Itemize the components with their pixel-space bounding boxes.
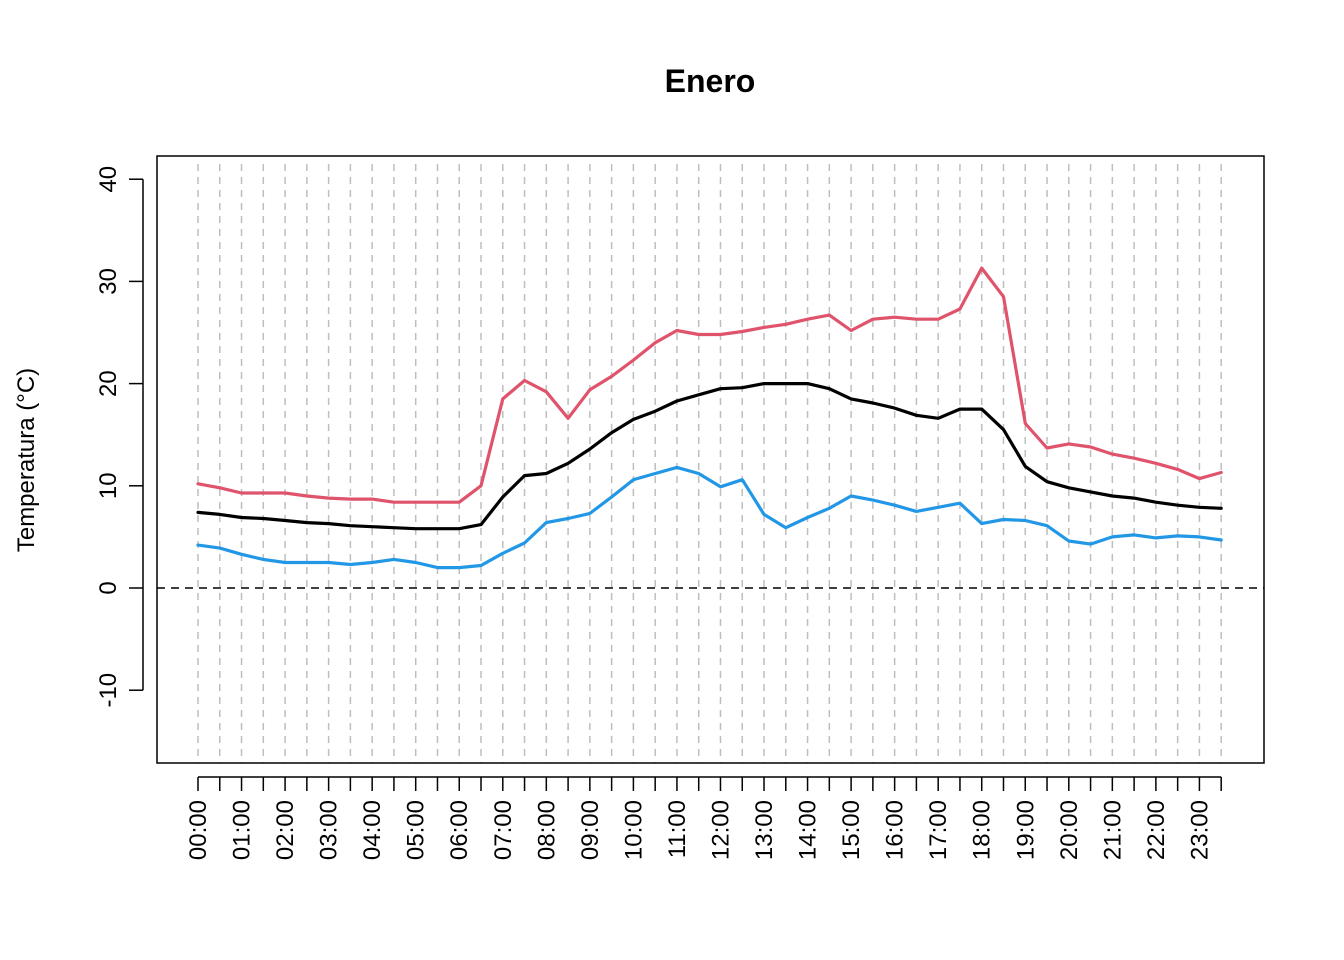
y-tick-label: 10 xyxy=(95,472,122,499)
y-axis-label: Temperatura (°C) xyxy=(13,368,40,552)
chart-title: Enero xyxy=(665,63,756,99)
y-axis: -10 0 10 20 30 40 xyxy=(95,166,144,708)
y-tick-label: 20 xyxy=(95,370,122,397)
x-tick-label: 18:00 xyxy=(969,800,996,860)
series-line-1 xyxy=(196,266,1223,504)
y-tick-label: -10 xyxy=(95,673,122,708)
x-tick-label: 11:00 xyxy=(664,800,691,858)
x-tick-label: 03:00 xyxy=(316,800,343,860)
x-tick-label: 13:00 xyxy=(751,800,778,860)
vertical-gridlines xyxy=(197,164,1222,763)
x-tick-label: 05:00 xyxy=(403,800,430,860)
x-tick-label: 20:00 xyxy=(1056,800,1083,860)
x-tick-label: 14:00 xyxy=(795,800,822,860)
x-tick-label: 17:00 xyxy=(925,800,952,860)
x-tick-label: 16:00 xyxy=(882,800,909,860)
x-tick-label: 08:00 xyxy=(533,800,560,860)
x-tick-label: 19:00 xyxy=(1012,800,1039,860)
x-tick-label: 07:00 xyxy=(490,800,517,860)
x-tick-label: 22:00 xyxy=(1143,800,1170,860)
x-tick-label: 21:00 xyxy=(1099,800,1126,860)
x-tick-label: 10:00 xyxy=(620,800,647,860)
x-tick-label: 09:00 xyxy=(577,800,604,860)
y-tick-label: 40 xyxy=(95,166,122,193)
series-lines xyxy=(196,266,1223,570)
x-tick-label: 00:00 xyxy=(185,800,212,860)
plot-frame xyxy=(156,155,1265,764)
x-tick-label: 23:00 xyxy=(1186,800,1213,860)
series-line-3 xyxy=(196,465,1223,570)
x-tick-label: 12:00 xyxy=(707,800,734,860)
x-axis: 00:00 01:00 02:00 03:00 04:00 05:00 06:00 07:00… xyxy=(185,776,1222,860)
x-tick-label: 01:00 xyxy=(229,800,256,860)
x-tick-label: 02:00 xyxy=(272,800,299,860)
y-tick-label: 30 xyxy=(95,268,122,295)
x-tick-label: 04:00 xyxy=(359,800,386,860)
x-tick-label: 15:00 xyxy=(838,800,865,860)
x-tick-label: 06:00 xyxy=(446,800,473,860)
series-line-2 xyxy=(196,382,1223,531)
y-tick-label: 0 xyxy=(95,581,122,594)
